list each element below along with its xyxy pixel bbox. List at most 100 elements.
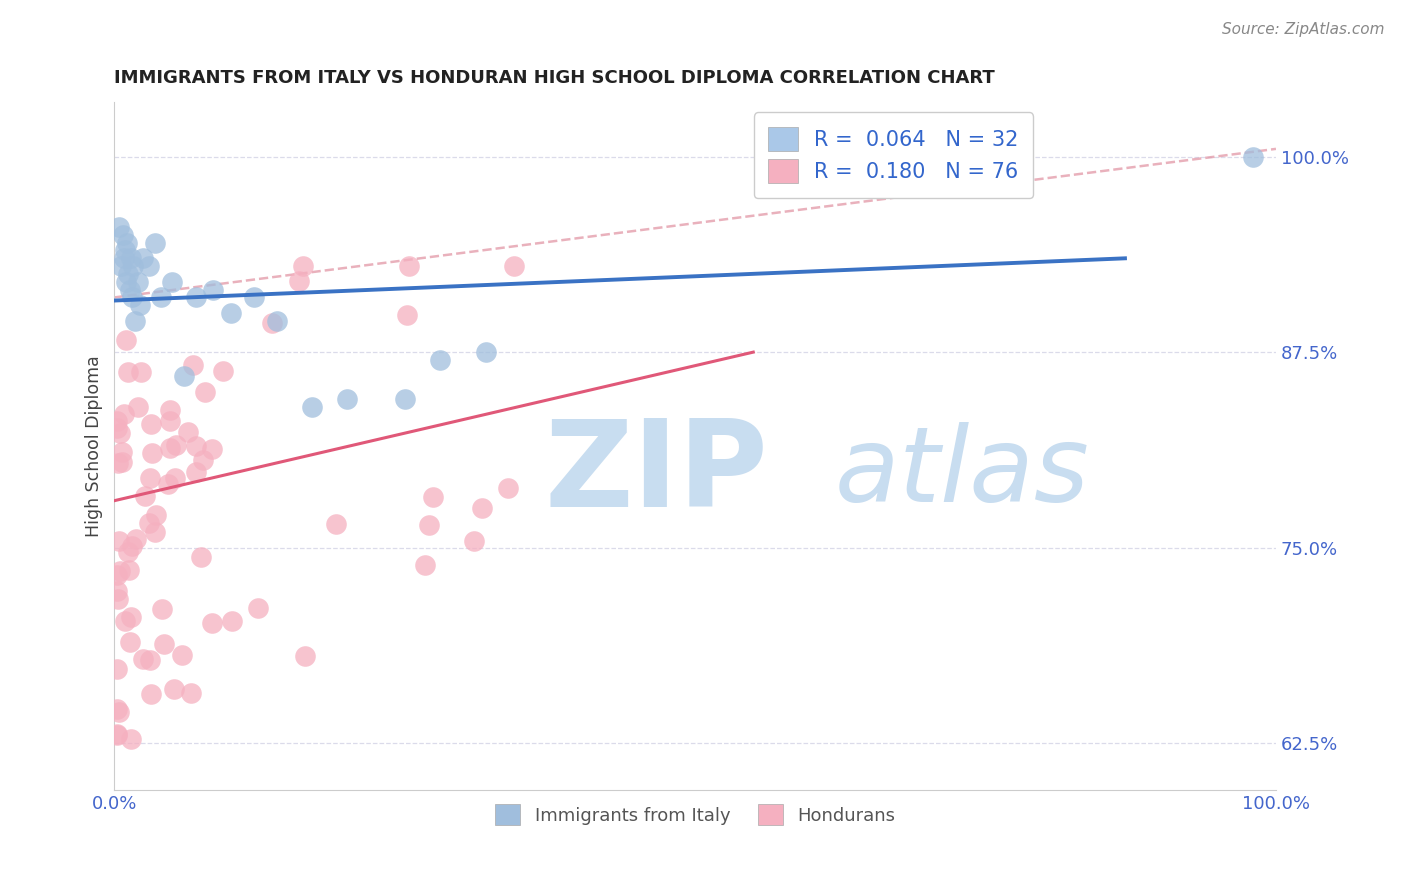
Point — [108, 426, 131, 441]
Point — [153, 637, 176, 651]
Point — [138, 259, 160, 273]
Point — [191, 453, 214, 467]
Point — [184, 290, 207, 304]
Point — [132, 652, 155, 666]
Point — [111, 227, 134, 242]
Point — [243, 290, 266, 304]
Point — [156, 477, 179, 491]
Point — [395, 308, 418, 322]
Point — [502, 259, 524, 273]
Point — [114, 244, 136, 258]
Point — [114, 614, 136, 628]
Point — [172, 648, 194, 662]
Point — [184, 439, 207, 453]
Point — [105, 420, 128, 434]
Point — [117, 267, 139, 281]
Point — [120, 252, 142, 266]
Point — [294, 648, 316, 663]
Point — [475, 345, 498, 359]
Point — [112, 408, 135, 422]
Point — [159, 441, 181, 455]
Text: atlas: atlas — [835, 423, 1090, 524]
Point — [201, 615, 224, 630]
Point — [124, 314, 146, 328]
Point — [108, 533, 131, 548]
Point — [139, 687, 162, 701]
Point — [108, 220, 131, 235]
Point — [121, 539, 143, 553]
Point — [105, 662, 128, 676]
Point — [134, 489, 156, 503]
Text: ZIP: ZIP — [544, 415, 768, 532]
Point — [163, 682, 186, 697]
Point — [115, 235, 138, 250]
Legend: Immigrants from Italy, Hondurans: Immigrants from Italy, Hondurans — [488, 797, 903, 832]
Point — [183, 358, 205, 372]
Point — [471, 500, 494, 515]
Point — [221, 615, 243, 629]
Point — [288, 275, 311, 289]
Point — [118, 635, 141, 649]
Point — [105, 583, 128, 598]
Point — [149, 290, 172, 304]
Point — [219, 306, 242, 320]
Point — [496, 481, 519, 495]
Point — [211, 364, 233, 378]
Point — [422, 490, 444, 504]
Point — [118, 563, 141, 577]
Point — [394, 392, 416, 406]
Point — [143, 235, 166, 250]
Point — [194, 384, 217, 399]
Point — [117, 365, 139, 379]
Point — [132, 252, 155, 266]
Point — [127, 275, 149, 289]
Point — [125, 532, 148, 546]
Point — [260, 316, 283, 330]
Point — [138, 516, 160, 530]
Point — [138, 653, 160, 667]
Point — [118, 283, 141, 297]
Point — [162, 275, 184, 289]
Point — [325, 516, 347, 531]
Point — [105, 727, 128, 741]
Point — [1241, 150, 1264, 164]
Point — [108, 564, 131, 578]
Y-axis label: High School Diploma: High School Diploma — [86, 355, 103, 537]
Point — [117, 545, 139, 559]
Text: Source: ZipAtlas.com: Source: ZipAtlas.com — [1222, 22, 1385, 37]
Point — [184, 465, 207, 479]
Point — [398, 259, 420, 273]
Point — [418, 517, 440, 532]
Point — [159, 403, 181, 417]
Point — [115, 275, 138, 289]
Point — [139, 471, 162, 485]
Point — [463, 533, 485, 548]
Point — [105, 414, 128, 428]
Point — [190, 549, 212, 564]
Point — [129, 298, 152, 312]
Point — [165, 470, 187, 484]
Point — [120, 731, 142, 746]
Point — [110, 259, 132, 273]
Point — [111, 455, 134, 469]
Point — [141, 417, 163, 431]
Point — [121, 290, 143, 304]
Point — [266, 314, 288, 328]
Point — [150, 602, 173, 616]
Point — [429, 353, 451, 368]
Point — [201, 442, 224, 457]
Point — [129, 365, 152, 379]
Point — [111, 445, 134, 459]
Point — [112, 252, 135, 266]
Point — [413, 558, 436, 573]
Point — [105, 568, 128, 582]
Point — [120, 610, 142, 624]
Point — [105, 727, 128, 741]
Point — [165, 438, 187, 452]
Point — [246, 601, 269, 615]
Point — [122, 259, 145, 273]
Point — [159, 414, 181, 428]
Point — [173, 368, 195, 383]
Point — [202, 283, 225, 297]
Point — [141, 445, 163, 459]
